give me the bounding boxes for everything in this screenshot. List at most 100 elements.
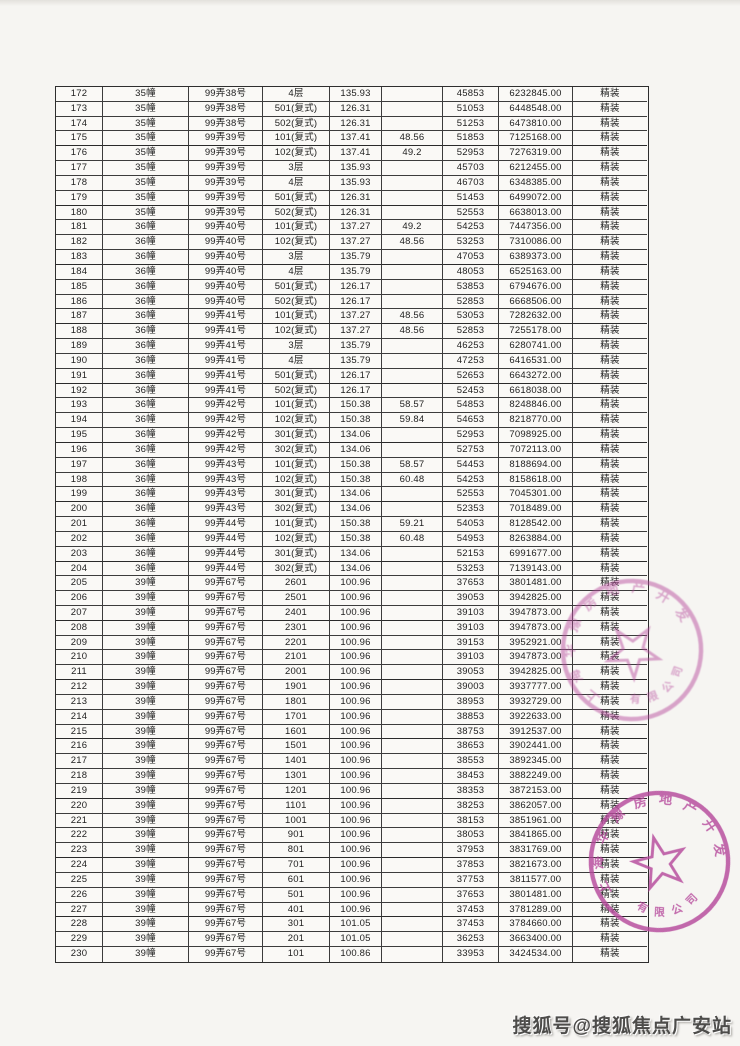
- table-cell-extra_area: [382, 264, 443, 280]
- table-cell-total_price: 3932729.00: [499, 694, 573, 710]
- table-cell-extra_area: [382, 828, 443, 844]
- table-cell-index: 223: [56, 843, 103, 859]
- table-cell-total_price: 7045301.00: [499, 487, 573, 503]
- table-cell-unit_price: 38053: [443, 828, 499, 844]
- table-cell-extra_area: 49.2: [382, 220, 443, 236]
- table-cell-unit_price: 52953: [443, 146, 499, 162]
- table-cell-address: 99弄67号: [189, 798, 263, 814]
- table-cell-area: 126.31: [330, 116, 382, 132]
- table-cell-address: 99弄40号: [189, 294, 263, 310]
- table-cell-building: 39幢: [103, 739, 189, 755]
- table-cell-address: 99弄40号: [189, 250, 263, 265]
- table-cell-building: 39幢: [103, 665, 189, 681]
- table-cell-area: 126.31: [330, 190, 382, 206]
- table-cell-address: 99弄40号: [189, 220, 263, 236]
- table-cell-decoration: 精装: [573, 621, 647, 636]
- table-cell-area: 134.06: [330, 487, 382, 503]
- table-cell-building: 39幢: [103, 843, 189, 859]
- table-cell-unit: 1901: [263, 680, 330, 695]
- table-cell-total_price: 8158618.00: [499, 472, 573, 488]
- table-cell-extra_area: [382, 739, 443, 755]
- table-cell-area: 126.17: [330, 368, 382, 384]
- table-cell-index: 204: [56, 561, 103, 577]
- table-cell-address: 99弄41号: [189, 309, 263, 325]
- table-cell-unit_price: 37453: [443, 902, 499, 918]
- table-cell-unit: 201: [263, 932, 330, 948]
- table-cell-area: 134.06: [330, 546, 382, 562]
- table-cell-building: 36幢: [103, 220, 189, 236]
- table-cell-decoration: 精装: [573, 532, 647, 547]
- table-cell-unit_price: 54053: [443, 517, 499, 532]
- table-cell-unit: 101(复式): [263, 131, 330, 147]
- table-cell-extra_area: [382, 294, 443, 310]
- table-cell-decoration: 精装: [573, 324, 647, 340]
- table-cell-decoration: 精装: [573, 725, 647, 740]
- table-cell-address: 99弄67号: [189, 754, 263, 770]
- table-cell-extra_area: [382, 87, 443, 102]
- table-cell-unit_price: 46253: [443, 339, 499, 354]
- table-cell-index: 222: [56, 828, 103, 844]
- table-cell-area: 100.86: [330, 947, 382, 962]
- table-cell-extra_area: [382, 339, 443, 354]
- table-cell-total_price: 3811577.00: [499, 872, 573, 888]
- table-cell-address: 99弄67号: [189, 591, 263, 606]
- table-row: 230 39幢 99弄67号 101 100.86 33953 3424534.00 精装: [56, 947, 648, 962]
- table-cell-extra_area: [382, 724, 443, 740]
- table-row: 189 36幢 99弄41号 3层 135.79 46253 6280741.00 精装: [56, 339, 648, 354]
- table-row: 172 35幢 99弄38号 4层 135.93 45853 6232845.00 精装: [56, 87, 648, 102]
- table-cell-extra_area: [382, 665, 443, 681]
- table-row: 193 36幢 99弄42号 101(复式) 150.38 58.57 54853 82488…: [56, 398, 648, 414]
- table-cell-total_price: 7310086.00: [499, 235, 573, 251]
- table-cell-building: 36幢: [103, 264, 189, 280]
- table-cell-building: 39幢: [103, 680, 189, 695]
- table-cell-extra_area: [382, 250, 443, 265]
- table-cell-index: 211: [56, 665, 103, 681]
- table-cell-total_price: 6416531.00: [499, 353, 573, 369]
- table-cell-address: 99弄67号: [189, 650, 263, 666]
- table-cell-total_price: 3922633.00: [499, 709, 573, 725]
- table-cell-total_price: 3801481.00: [499, 576, 573, 592]
- table-cell-index: 219: [56, 783, 103, 799]
- table-cell-unit: 102(复式): [263, 235, 330, 251]
- table-cell-unit: 701: [263, 858, 330, 873]
- table-cell-total_price: 3942825.00: [499, 591, 573, 606]
- table-cell-decoration: 精装: [573, 665, 647, 681]
- table-cell-extra_area: [382, 887, 443, 903]
- table-cell-address: 99弄67号: [189, 843, 263, 859]
- table-row: 200 36幢 99弄43号 302(复式) 134.06 52353 7018489.00…: [56, 502, 648, 518]
- table-cell-index: 180: [56, 205, 103, 221]
- table-cell-address: 99弄67号: [189, 813, 263, 829]
- table-cell-extra_area: 49.2: [382, 146, 443, 162]
- table-cell-total_price: 3831769.00: [499, 843, 573, 859]
- table-cell-unit: 302(复式): [263, 442, 330, 458]
- table-row: 173 35幢 99弄38号 501(复式) 126.31 51053 6448548.00…: [56, 101, 648, 117]
- table-cell-index: 179: [56, 190, 103, 206]
- table-row: 203 36幢 99弄44号 301(复式) 134.06 52153 6991677.00…: [56, 546, 648, 562]
- table-cell-address: 99弄39号: [189, 161, 263, 176]
- table-cell-extra_area: [382, 813, 443, 829]
- price-table: 172 35幢 99弄38号 4层 135.93 45853 6232845.00 精装 173…: [55, 86, 649, 963]
- table-cell-address: 99弄67号: [189, 783, 263, 799]
- table-cell-unit: 101(复式): [263, 309, 330, 325]
- table-cell-building: 36幢: [103, 457, 189, 473]
- table-cell-address: 99弄39号: [189, 175, 263, 191]
- table-cell-index: 194: [56, 413, 103, 429]
- table-cell-decoration: 精装: [573, 784, 647, 799]
- table-cell-total_price: 3902441.00: [499, 739, 573, 755]
- table-cell-area: 134.06: [330, 502, 382, 518]
- table-cell-decoration: 精装: [573, 754, 647, 770]
- table-cell-address: 99弄67号: [189, 665, 263, 681]
- table-cell-index: 188: [56, 324, 103, 340]
- table-cell-decoration: 精装: [573, 888, 647, 903]
- table-cell-total_price: 3663400.00: [499, 932, 573, 948]
- table-cell-building: 39幢: [103, 828, 189, 844]
- table-row: 218 39幢 99弄67号 1301 100.96 38453 3882249.00 精装: [56, 769, 648, 784]
- table-cell-total_price: 6232845.00: [499, 87, 573, 102]
- table-cell-decoration: 精装: [573, 932, 647, 948]
- table-cell-unit: 1501: [263, 739, 330, 755]
- table-cell-building: 36幢: [103, 324, 189, 340]
- table-cell-address: 99弄40号: [189, 279, 263, 295]
- table-cell-area: 134.06: [330, 428, 382, 443]
- table-cell-decoration: 精装: [573, 903, 647, 918]
